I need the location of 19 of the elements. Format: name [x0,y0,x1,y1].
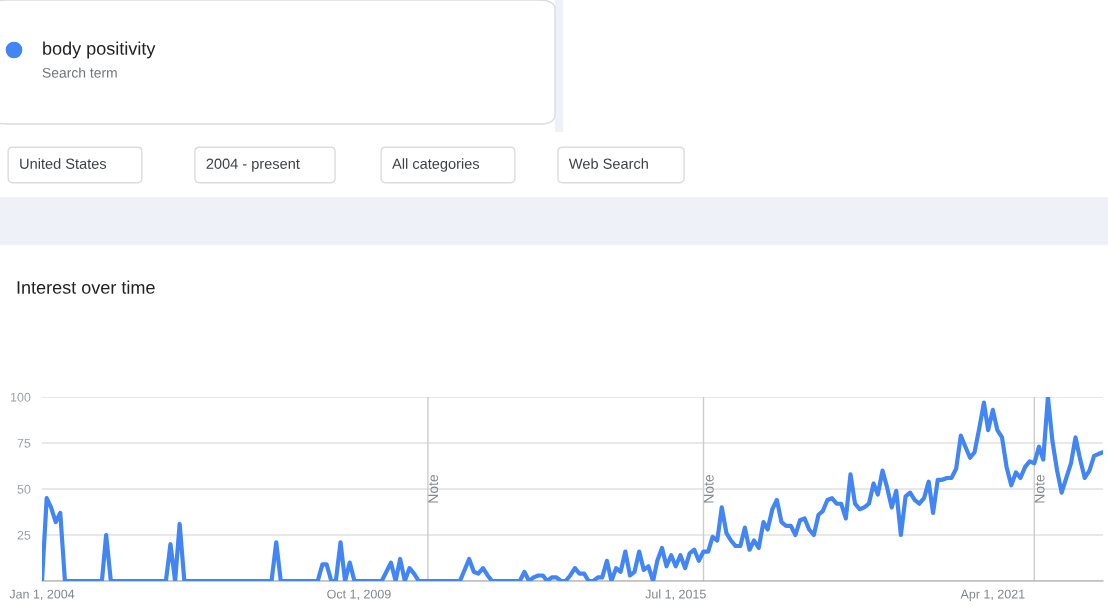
text: United States [20,158,107,169]
x-tick-label: Jan 1, 2004 [9,589,75,600]
y-tick-label: 25 [17,530,31,540]
x-tick-label: Oct 1, 2009 [327,589,391,600]
x-tick-label: Jul 1, 2015 [645,589,706,600]
ref-line-label: Note [1034,474,1045,503]
text: Web Search [568,158,648,169]
text: 2004 - present [206,158,300,172]
x-tick-label: Apr 1, 2021 [960,589,1025,601]
text: All categories [392,158,480,172]
ref-line-label: Note [704,474,714,503]
y-tick-label: 75 [17,438,31,448]
y-tick-label: 100 [10,392,31,402]
text: Search term [42,67,117,78]
ref-line-label: Note [428,474,439,503]
line-series [42,397,1103,581]
y-tick-label: 50 [17,484,31,494]
legend-label: body positivity [43,41,156,59]
chart-title: Interest over time [17,280,155,294]
